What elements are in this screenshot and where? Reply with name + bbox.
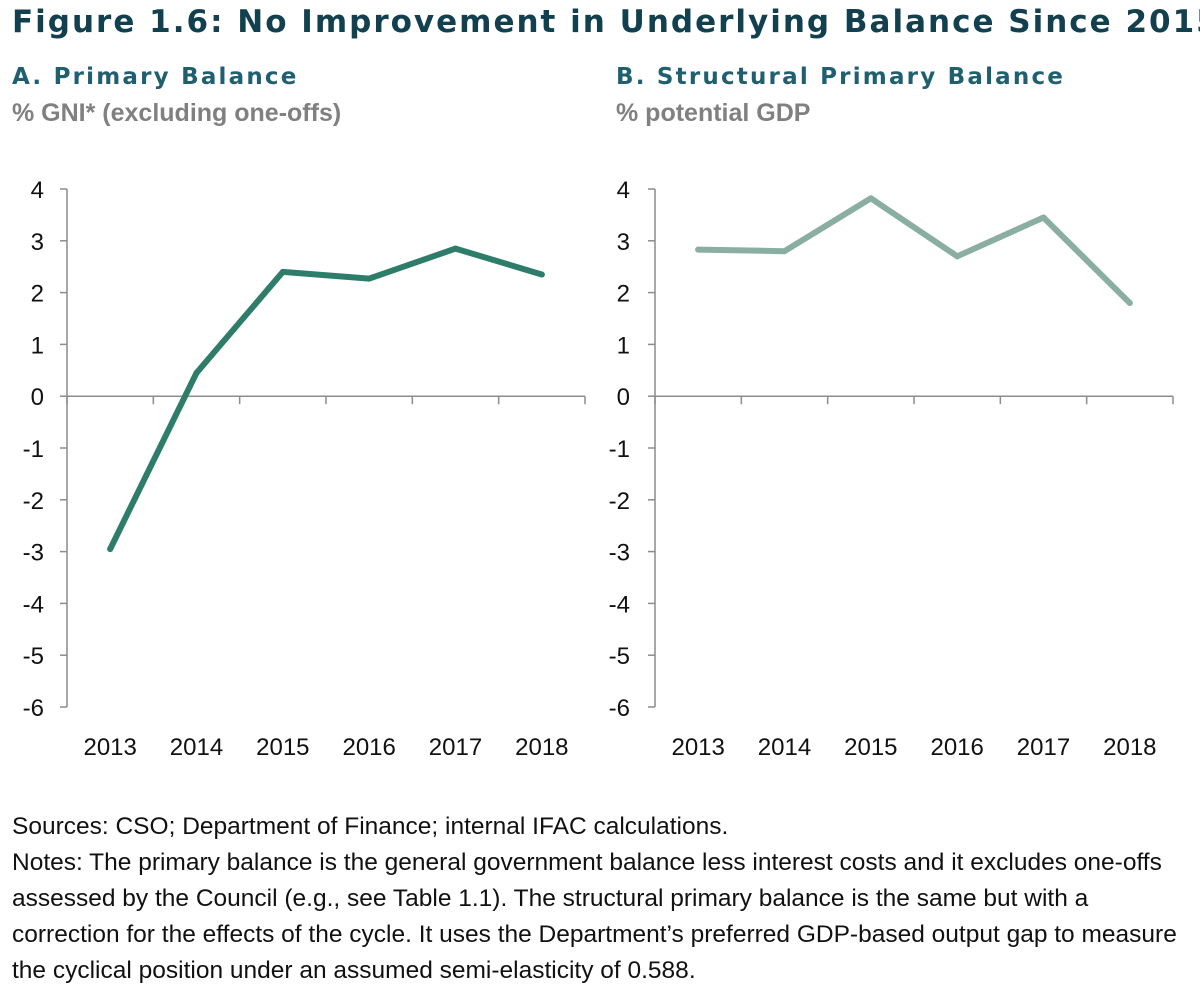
panel-a-y-tick-label: 4 — [31, 177, 44, 204]
footer: Sources: CSO; Department of Finance; int… — [12, 809, 1198, 989]
panel-b-y-tick-label: 4 — [617, 177, 630, 204]
panel-a-y-tick-label: -5 — [23, 643, 44, 670]
panel-a-y-tick-label: -3 — [23, 540, 44, 567]
panel-a-data-point — [107, 546, 114, 553]
panel-a-title: A. Primary Balance — [12, 64, 299, 90]
panel-a-unit-label: % GNI* (excluding one-offs) — [12, 99, 342, 127]
panel-a-data-point — [538, 271, 545, 278]
panel-a-data-point — [193, 369, 200, 376]
notes-text: Notes: The primary balance is the genera… — [12, 849, 1177, 984]
panel-a-y-tick-label: -4 — [23, 591, 44, 618]
panel-a-y-tick-label: -1 — [23, 436, 44, 463]
panel-a-y-tick-label: 2 — [31, 281, 44, 308]
panel-a-data-point — [366, 275, 373, 282]
panel-b-x-tick-label: 2016 — [930, 734, 983, 761]
panel-b-y-tick-label: 2 — [617, 281, 630, 308]
panel-a-x-tick-label: 2014 — [170, 734, 223, 761]
panel-b-x-tick-label: 2014 — [758, 734, 811, 761]
panel-a-y-tick-label: 0 — [31, 384, 44, 411]
panel-a-x-tick-label: 2015 — [256, 734, 309, 761]
panel-b-unit-label: % potential GDP — [616, 99, 811, 127]
panel-a-data-point — [452, 245, 459, 252]
panel-b-y-tick-label: -6 — [609, 695, 630, 722]
panel-b-data-point — [954, 253, 961, 260]
figure-title: Figure 1.6: No Improvement in Underlying… — [12, 4, 1200, 40]
panel-a-x-tick-label: 2018 — [515, 734, 568, 761]
panel-b-data-point — [1040, 214, 1047, 221]
panel-a-y-tick-label: 3 — [31, 229, 44, 256]
panel-b-data-point — [781, 248, 788, 255]
panel-a-x-tick-label: 2017 — [429, 734, 482, 761]
panel-a-data-point — [279, 268, 286, 275]
panel-b-data-point — [695, 246, 702, 253]
panel-b-data-point — [1126, 299, 1133, 306]
panel-b-y-tick-label: -2 — [609, 488, 630, 515]
panel-b-series-line — [695, 195, 1133, 306]
panel-b-x-tick-label: 2017 — [1017, 734, 1070, 761]
panel-b-y-tick-label: -3 — [609, 540, 630, 567]
panel-a-series-line — [107, 245, 545, 552]
panel-a-y-tick-label: -2 — [23, 488, 44, 515]
panel-b-y-tick-label: -5 — [609, 643, 630, 670]
panel-b-x-tick-label: 2018 — [1103, 734, 1156, 761]
sources-text: Sources: CSO; Department of Finance; int… — [12, 813, 729, 840]
panel-b-x-tick-label: 2013 — [671, 734, 724, 761]
panel-a-x-tick-label: 2013 — [83, 734, 136, 761]
panel-b-y-tick-label: 0 — [617, 384, 630, 411]
panel-b-y-tick-label: -1 — [609, 436, 630, 463]
panel-b-x-tick-label: 2015 — [844, 734, 897, 761]
panel-a-x-tick-label: 2016 — [342, 734, 395, 761]
panel-a-y-tick-label: -6 — [23, 695, 44, 722]
panel-b-y-tick-label: 3 — [617, 229, 630, 256]
panel-b-y-tick-label: 1 — [617, 332, 630, 359]
panel-b-data-point — [867, 195, 874, 202]
panel-b-title: B. Structural Primary Balance — [616, 64, 1066, 90]
panel-b-y-tick-label: -4 — [609, 591, 630, 618]
panel-a-y-tick-label: 1 — [31, 332, 44, 359]
